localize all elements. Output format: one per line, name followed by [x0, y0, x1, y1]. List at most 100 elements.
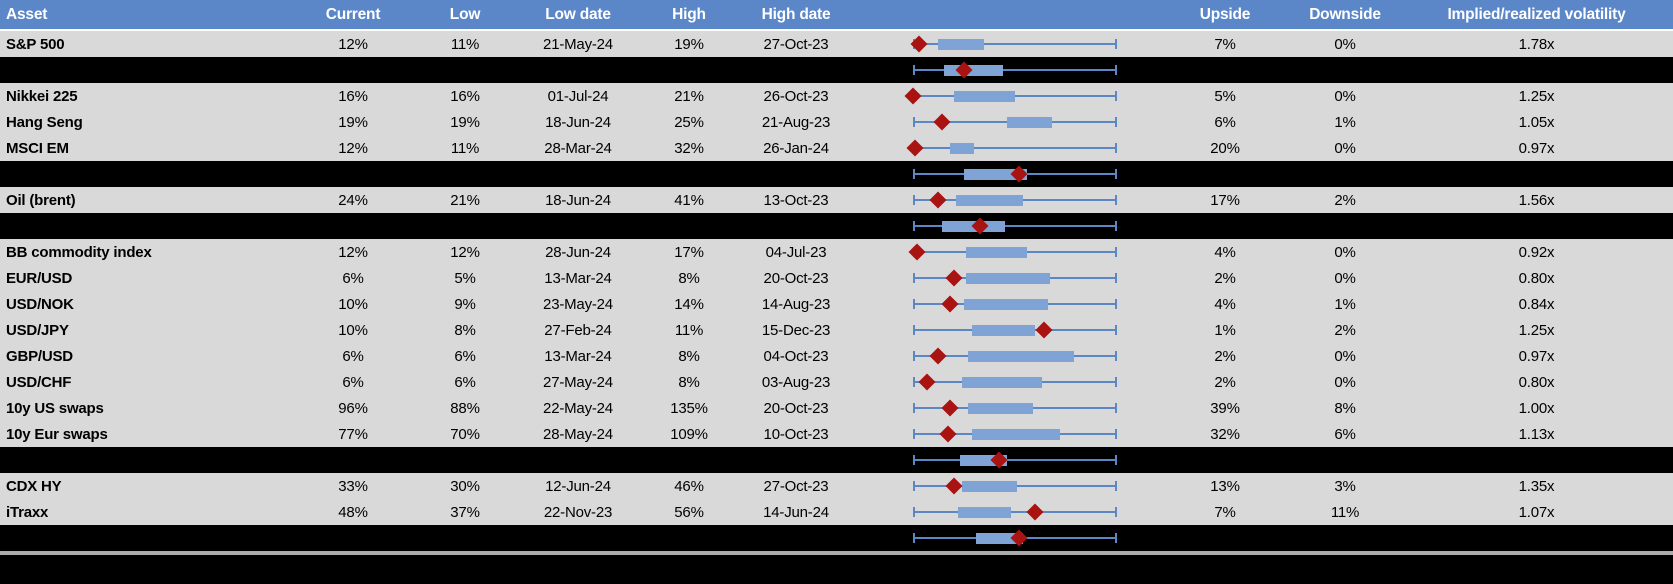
table-row: Hang Seng 19% 19% 18-Jun-24 25% 21-Aug-23 6% 1%… [0, 109, 1673, 135]
table-row: USD/CHF 6% 6% 27-May-24 8% 03-Aug-23 2% 0% 0.80x [0, 369, 1673, 395]
high-date-value: 26-Jan-24 [763, 139, 829, 157]
low-value: 12% [450, 243, 480, 261]
implied-realized-value: 1.07x [1518, 503, 1555, 521]
upside-value: 7% [1214, 503, 1236, 521]
range-boxplot [856, 239, 1160, 265]
high-date-value: 15-Dec-23 [761, 321, 831, 339]
upside-value: 2% [1214, 269, 1236, 287]
high-date-value: 27-Oct-23 [763, 35, 829, 53]
whisker-line [913, 91, 1117, 101]
asset-name: USD/NOK [6, 295, 74, 313]
current-marker-diamond [1026, 503, 1044, 521]
range-boxplot [856, 161, 1160, 187]
header-boxplot-spacer [856, 0, 1160, 29]
downside-value: 6% [1334, 425, 1356, 443]
current-marker-diamond [929, 347, 946, 365]
downside-value: 2% [1334, 191, 1356, 209]
table-header-row: Asset Current Low Low date High High dat… [0, 0, 1673, 31]
range-box [964, 168, 1028, 180]
summary-row [0, 213, 1673, 239]
implied-realized-value: 0.97x [1518, 139, 1555, 157]
range-boxplot [856, 317, 1160, 343]
range-boxplot [856, 447, 1160, 473]
low-date-value: 28-Jun-24 [545, 243, 611, 261]
high-value: 32% [674, 139, 704, 157]
current-value: 96% [338, 399, 368, 417]
low-value: 11% [450, 139, 480, 157]
range-box [1006, 116, 1052, 128]
high-value: 41% [674, 191, 704, 209]
range-box [953, 90, 1015, 102]
low-date-value: 27-May-24 [543, 373, 613, 391]
low-date-value: 23-May-24 [543, 295, 613, 313]
downside-value: 0% [1334, 243, 1356, 261]
upside-value: 13% [1210, 477, 1240, 495]
table-row: BB commodity index 12% 12% 28-Jun-24 17% 04-J… [0, 239, 1673, 265]
low-value: 37% [450, 503, 480, 521]
range-boxplot [856, 291, 1160, 317]
low-date-value: 22-May-24 [543, 399, 613, 417]
current-value: 19% [338, 113, 368, 131]
current-value: 48% [338, 503, 368, 521]
range-boxplot [856, 395, 1160, 421]
upside-value: 2% [1214, 373, 1236, 391]
upside-value: 4% [1214, 295, 1236, 313]
implied-realized-value: 0.97x [1518, 347, 1555, 365]
downside-value: 0% [1334, 373, 1356, 391]
high-date-value: 03-Aug-23 [761, 373, 831, 391]
low-date-value: 28-May-24 [543, 425, 613, 443]
whisker-line [913, 143, 1117, 153]
table-row: iTraxx 48% 37% 22-Nov-23 56% 14-Jun-24 7% 11% 1.… [0, 499, 1673, 525]
asset-name: iTraxx [6, 503, 49, 521]
range-boxplot [856, 525, 1160, 551]
high-value: 46% [674, 477, 704, 495]
table-row: EUR/USD 6% 5% 13-Mar-24 8% 20-Oct-23 2% 0% 0.80x [0, 265, 1673, 291]
current-value: 77% [338, 425, 368, 443]
table-row: Oil (brent) 24% 21% 18-Jun-24 41% 13-Oct-23 17… [0, 187, 1673, 213]
low-date-value: 13-Mar-24 [544, 347, 612, 365]
downside-value: 0% [1334, 35, 1356, 53]
summary-row [0, 447, 1673, 473]
range-box [943, 64, 1003, 76]
range-boxplot [856, 343, 1160, 369]
header-high: High [672, 5, 706, 23]
high-date-value: 21-Aug-23 [761, 113, 831, 131]
table-row: USD/JPY 10% 8% 27-Feb-24 11% 15-Dec-23 1% 2% 1.2… [0, 317, 1673, 343]
range-boxplot [856, 421, 1160, 447]
current-value: 12% [338, 243, 368, 261]
current-value: 12% [338, 139, 368, 157]
range-box [972, 324, 1036, 336]
implied-realized-value: 1.78x [1518, 35, 1555, 53]
table-row: MSCI EM 12% 11% 28-Mar-24 32% 26-Jan-24 20% 0% 0… [0, 135, 1673, 161]
current-marker-diamond [939, 425, 957, 443]
range-box [968, 402, 1034, 414]
asset-name: Hang Seng [6, 113, 83, 131]
low-date-value: 28-Mar-24 [544, 139, 612, 157]
low-value: 8% [454, 321, 476, 339]
current-value: 24% [338, 191, 368, 209]
implied-realized-value: 1.56x [1518, 191, 1555, 209]
range-boxplot [856, 499, 1160, 525]
table-row: CDX HY 33% 30% 12-Jun-24 46% 27-Oct-23 13% 3% 1.… [0, 473, 1673, 499]
range-boxplot [856, 213, 1160, 239]
header-upside: Upside [1199, 5, 1251, 23]
high-date-value: 04-Jul-23 [765, 243, 827, 261]
current-marker-diamond [906, 139, 924, 157]
upside-value: 20% [1210, 139, 1240, 157]
asset-name: USD/JPY [6, 321, 69, 339]
range-box [966, 246, 1028, 258]
current-value: 10% [338, 295, 368, 313]
implied-realized-value: 1.35x [1518, 477, 1555, 495]
header-downside: Downside [1309, 5, 1381, 23]
asset-name: S&P 500 [6, 35, 65, 53]
low-value: 19% [450, 113, 480, 131]
asset-name: CDX HY [6, 477, 62, 495]
range-box [937, 38, 985, 50]
whisker-line [913, 65, 1117, 75]
range-box [957, 506, 1011, 518]
table-body: S&P 500 12% 11% 21-May-24 19% 27-Oct-23 7% 0% 1.… [0, 31, 1673, 551]
current-value: 6% [342, 347, 364, 365]
table-row: 10y Eur swaps 77% 70% 28-May-24 109% 10-Oct-2… [0, 421, 1673, 447]
high-value: 8% [678, 347, 700, 365]
implied-realized-value: 1.00x [1518, 399, 1555, 417]
